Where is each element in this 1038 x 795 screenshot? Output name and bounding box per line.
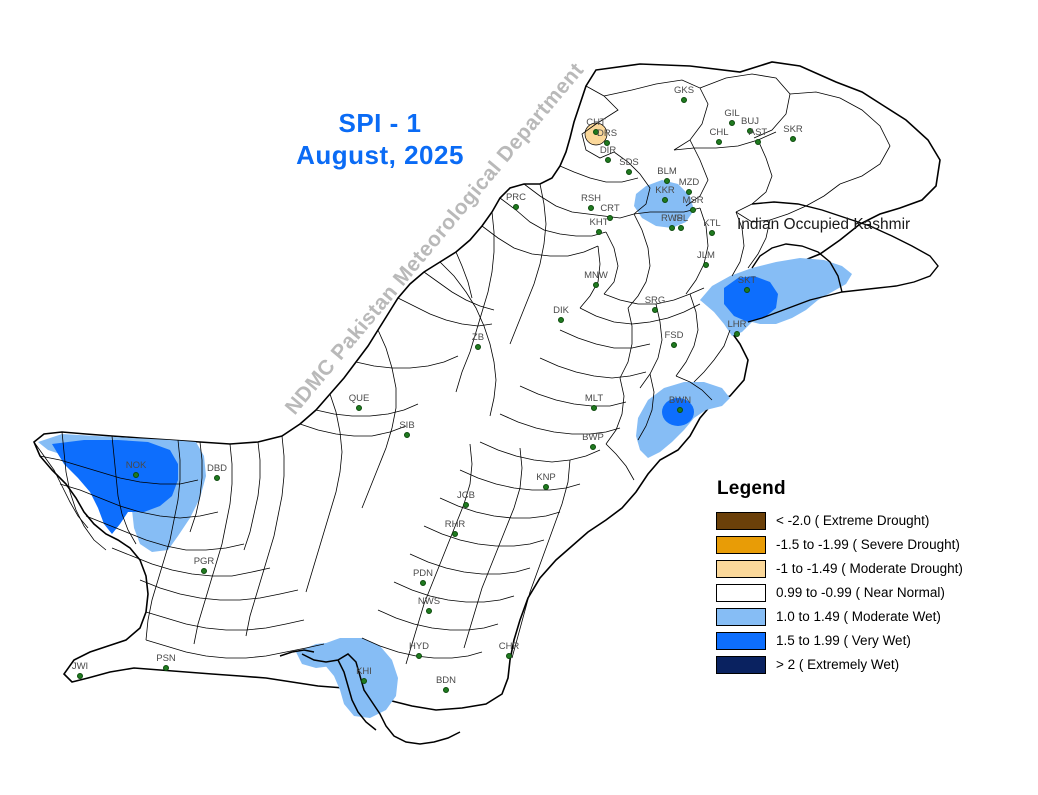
station-dot-cht[interactable] <box>593 129 599 135</box>
legend-label: -1 to -1.49 ( Moderate Drought) <box>776 561 963 576</box>
station-dot-blm[interactable] <box>664 178 670 184</box>
station-dot-prc[interactable] <box>513 204 519 210</box>
legend-swatch <box>716 607 766 626</box>
legend-label: 0.99 to -0.99 ( Near Normal) <box>776 585 945 600</box>
kashmir-annotation-label: Indian Occupied Kashmir <box>737 216 911 233</box>
spi-region-sialkot-very-wet <box>724 276 778 322</box>
spi-region-karachi-coast-moderate <box>296 642 350 668</box>
station-dot-sds[interactable] <box>626 169 632 175</box>
station-dot-srg[interactable] <box>652 307 658 313</box>
station-dot-que[interactable] <box>356 405 362 411</box>
legend-label: 1.0 to 1.49 ( Moderate Wet) <box>776 609 941 624</box>
station-dot-bwn[interactable] <box>677 407 683 413</box>
legend-row: 1.5 to 1.99 ( Very Wet) <box>716 629 1016 652</box>
legend-label: -1.5 to -1.99 ( Severe Drought) <box>776 537 960 552</box>
legend-row: 1.0 to 1.49 ( Moderate Wet) <box>716 605 1016 628</box>
station-dot-gks[interactable] <box>681 97 687 103</box>
legend-title: Legend <box>717 478 786 499</box>
legend-swatch <box>716 655 766 674</box>
station-dot-fsd[interactable] <box>671 342 677 348</box>
station-dot-bwp[interactable] <box>590 444 596 450</box>
legend-row: 0.99 to -0.99 ( Near Normal) <box>716 581 1016 604</box>
station-dot-rsh[interactable] <box>588 205 594 211</box>
station-dot-dik[interactable] <box>558 317 564 323</box>
station-dot-rwp[interactable] <box>669 225 675 231</box>
spi-region-layer <box>38 122 852 718</box>
station-dot-mzd[interactable] <box>686 189 692 195</box>
station-dot-hyd[interactable] <box>416 653 422 659</box>
legend-swatch <box>716 583 766 602</box>
indus-delta-coastline <box>279 649 461 745</box>
legend-row: > 2 ( Extremely Wet) <box>716 653 1016 676</box>
station-dot-ktl[interactable] <box>709 230 715 236</box>
station-dot-drs[interactable] <box>604 140 610 146</box>
legend-swatch <box>716 559 766 578</box>
district-boundary-layer <box>33 73 891 665</box>
legend-row: < -2.0 ( Extreme Drought) <box>716 509 1016 532</box>
station-dot-msr[interactable] <box>690 207 696 213</box>
station-dot-nok[interactable] <box>133 472 139 478</box>
station-dot-pdn[interactable] <box>420 580 426 586</box>
station-dot-nws[interactable] <box>426 608 432 614</box>
station-dot-kht[interactable] <box>596 229 602 235</box>
station-dot-gil[interactable] <box>729 120 735 126</box>
station-dot-kkr[interactable] <box>662 197 668 203</box>
legend: Legend < -2.0 ( Extreme Drought) -1.5 to … <box>716 478 1016 677</box>
legend-label: < -2.0 ( Extreme Drought) <box>776 513 930 528</box>
legend-row: -1 to -1.49 ( Moderate Drought) <box>716 557 1016 580</box>
station-dot-crt[interactable] <box>607 215 613 221</box>
station-dot-dbd[interactable] <box>214 475 220 481</box>
station-dot-chr[interactable] <box>506 653 512 659</box>
station-dot-lhr[interactable] <box>734 331 740 337</box>
station-dot-pgr[interactable] <box>201 568 207 574</box>
station-dot-khi[interactable] <box>361 678 367 684</box>
station-dot-ast[interactable] <box>755 139 761 145</box>
station-dot-chl[interactable] <box>716 139 722 145</box>
station-dot-sib[interactable] <box>404 432 410 438</box>
station-dot-mnw[interactable] <box>593 282 599 288</box>
station-dot-skr[interactable] <box>790 136 796 142</box>
station-dot-isl[interactable] <box>678 225 684 231</box>
station-dot-skt[interactable] <box>744 287 750 293</box>
station-dot-zb[interactable] <box>475 344 481 350</box>
legend-swatch <box>716 511 766 530</box>
station-dot-jcb[interactable] <box>463 502 469 508</box>
kashmir-boundary-layer <box>747 201 939 323</box>
station-dot-dir[interactable] <box>605 157 611 163</box>
legend-swatch <box>716 535 766 554</box>
legend-label: > 2 ( Extremely Wet) <box>776 657 900 672</box>
station-dot-mlt[interactable] <box>591 405 597 411</box>
spi-region-nokkundi-very-wet <box>52 440 178 534</box>
station-dot-jlm[interactable] <box>703 262 709 268</box>
station-dot-bdn[interactable] <box>443 687 449 693</box>
station-dot-jwi[interactable] <box>77 673 83 679</box>
station-dot-knp[interactable] <box>543 484 549 490</box>
legend-row: -1.5 to -1.99 ( Severe Drought) <box>716 533 1016 556</box>
station-dot-psn[interactable] <box>163 665 169 671</box>
legend-label: 1.5 to 1.99 ( Very Wet) <box>776 633 911 648</box>
station-dot-rhr[interactable] <box>452 531 458 537</box>
station-dot-buj[interactable] <box>747 128 753 134</box>
legend-swatch <box>716 631 766 650</box>
legend-items: < -2.0 ( Extreme Drought) -1.5 to -1.99 (… <box>716 509 1016 676</box>
spi-region-sialkot-moderate-2 <box>700 294 752 336</box>
